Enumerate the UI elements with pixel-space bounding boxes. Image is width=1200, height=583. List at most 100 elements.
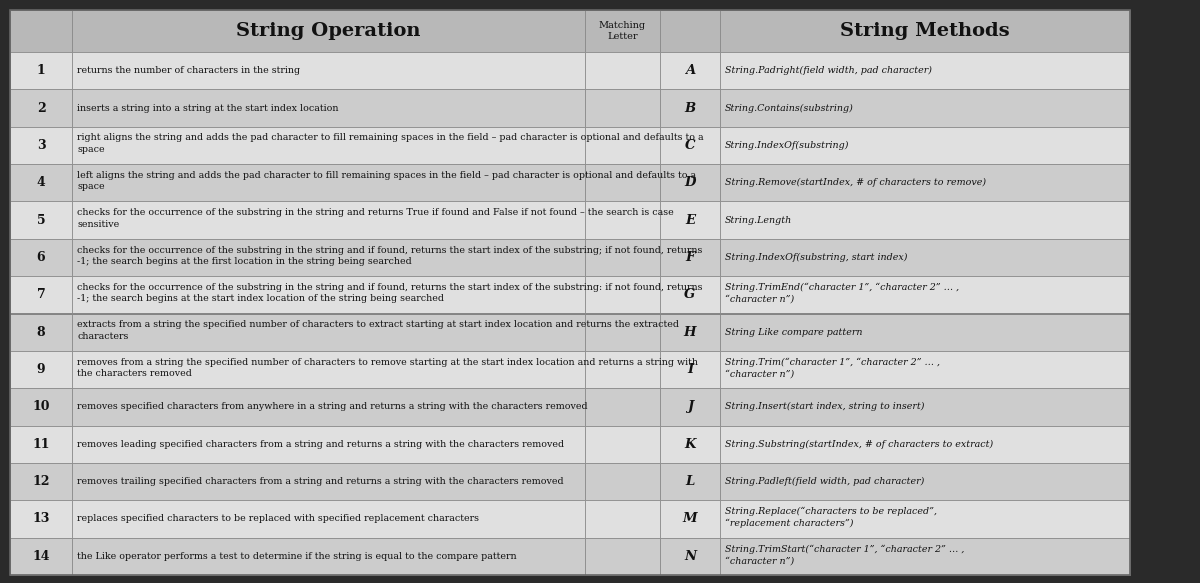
Text: 14: 14 xyxy=(32,550,49,563)
Text: String.Padleft(field width, pad character): String.Padleft(field width, pad characte… xyxy=(725,477,924,486)
Bar xyxy=(720,52,1130,89)
Text: returns the number of characters in the string: returns the number of characters in the … xyxy=(77,66,300,75)
Bar xyxy=(660,500,720,538)
Text: String.Length: String.Length xyxy=(725,216,792,224)
Bar xyxy=(72,314,586,351)
Text: 12: 12 xyxy=(32,475,49,488)
Text: String.Remove(startIndex, # of characters to remove): String.Remove(startIndex, # of character… xyxy=(725,178,986,187)
Bar xyxy=(586,164,660,202)
Bar xyxy=(72,202,586,239)
Text: 13: 13 xyxy=(32,512,49,525)
Bar xyxy=(586,202,660,239)
Text: 8: 8 xyxy=(37,326,46,339)
Text: D: D xyxy=(684,176,696,189)
Bar xyxy=(586,239,660,276)
Text: 5: 5 xyxy=(37,213,46,227)
Text: removes leading specified characters from a string and returns a string with the: removes leading specified characters fro… xyxy=(77,440,564,449)
Text: Matching
Letter: Matching Letter xyxy=(599,22,646,41)
Bar xyxy=(720,276,1130,314)
Bar xyxy=(720,164,1130,202)
Bar xyxy=(10,426,72,463)
Bar xyxy=(10,463,72,500)
Text: String Methods: String Methods xyxy=(840,22,1010,40)
Text: N: N xyxy=(684,550,696,563)
Text: extracts from a string the specified number of characters to extract starting at: extracts from a string the specified num… xyxy=(77,320,679,340)
Text: String Like compare pattern: String Like compare pattern xyxy=(725,328,863,336)
Bar xyxy=(72,127,586,164)
Bar xyxy=(720,202,1130,239)
Bar xyxy=(10,10,72,52)
Bar xyxy=(72,538,586,575)
Text: String Operation: String Operation xyxy=(236,22,421,40)
Bar xyxy=(660,10,720,52)
Bar xyxy=(72,164,586,202)
Text: I: I xyxy=(686,363,694,376)
Bar xyxy=(586,127,660,164)
Text: A: A xyxy=(685,64,695,77)
Text: J: J xyxy=(686,401,694,413)
Text: 6: 6 xyxy=(37,251,46,264)
Bar xyxy=(720,89,1130,127)
Bar xyxy=(720,127,1130,164)
Bar xyxy=(660,52,720,89)
Text: String.TrimEnd(“character 1”, “character 2” … ,
“character n”): String.TrimEnd(“character 1”, “character… xyxy=(725,283,959,304)
Text: String.Replace(“characters to be replaced”,
“replacement characters”): String.Replace(“characters to be replace… xyxy=(725,507,937,528)
Bar xyxy=(10,239,72,276)
Bar xyxy=(720,538,1130,575)
Bar xyxy=(10,351,72,388)
Bar xyxy=(72,10,586,52)
Bar xyxy=(660,239,720,276)
Bar xyxy=(586,500,660,538)
Text: E: E xyxy=(685,213,695,227)
Text: 9: 9 xyxy=(37,363,46,376)
Text: inserts a string into a string at the start index location: inserts a string into a string at the st… xyxy=(77,104,338,113)
Text: 2: 2 xyxy=(37,101,46,114)
Bar xyxy=(660,276,720,314)
Bar xyxy=(10,276,72,314)
Bar xyxy=(10,538,72,575)
Bar xyxy=(586,89,660,127)
Bar xyxy=(10,89,72,127)
Bar xyxy=(720,426,1130,463)
Bar xyxy=(586,426,660,463)
Text: 1: 1 xyxy=(37,64,46,77)
Bar xyxy=(720,351,1130,388)
Bar xyxy=(660,202,720,239)
Bar xyxy=(586,351,660,388)
Text: String.IndexOf(substring, start index): String.IndexOf(substring, start index) xyxy=(725,253,907,262)
Text: 11: 11 xyxy=(32,438,49,451)
Bar xyxy=(10,388,72,426)
Bar xyxy=(10,500,72,538)
Text: L: L xyxy=(685,475,695,488)
Text: String.Trim(“character 1”, “character 2” … ,
“character n”): String.Trim(“character 1”, “character 2”… xyxy=(725,357,940,378)
Bar xyxy=(586,276,660,314)
Text: String.Padright(field width, pad character): String.Padright(field width, pad charact… xyxy=(725,66,932,75)
Bar xyxy=(72,351,586,388)
Bar xyxy=(660,127,720,164)
Text: 3: 3 xyxy=(37,139,46,152)
Text: checks for the occurrence of the substring in the string and if found, returns t: checks for the occurrence of the substri… xyxy=(77,283,702,303)
Bar xyxy=(660,388,720,426)
Bar xyxy=(586,463,660,500)
Bar xyxy=(660,314,720,351)
Text: C: C xyxy=(685,139,695,152)
Text: B: B xyxy=(684,101,696,114)
Bar xyxy=(660,426,720,463)
Bar xyxy=(660,538,720,575)
Bar xyxy=(660,89,720,127)
Bar xyxy=(10,202,72,239)
Bar xyxy=(10,314,72,351)
Text: M: M xyxy=(683,512,697,525)
Bar xyxy=(72,239,586,276)
Text: String.Substring(startIndex, # of characters to extract): String.Substring(startIndex, # of charac… xyxy=(725,440,994,449)
Bar xyxy=(586,314,660,351)
Text: F: F xyxy=(685,251,695,264)
Bar xyxy=(660,351,720,388)
Bar xyxy=(660,164,720,202)
Bar xyxy=(720,388,1130,426)
Text: checks for the occurrence of the substring in the string and if found, returns t: checks for the occurrence of the substri… xyxy=(77,245,702,266)
Bar xyxy=(720,10,1130,52)
Text: replaces specified characters to be replaced with specified replacement characte: replaces specified characters to be repl… xyxy=(77,514,479,524)
Text: 10: 10 xyxy=(32,401,49,413)
Bar xyxy=(10,127,72,164)
